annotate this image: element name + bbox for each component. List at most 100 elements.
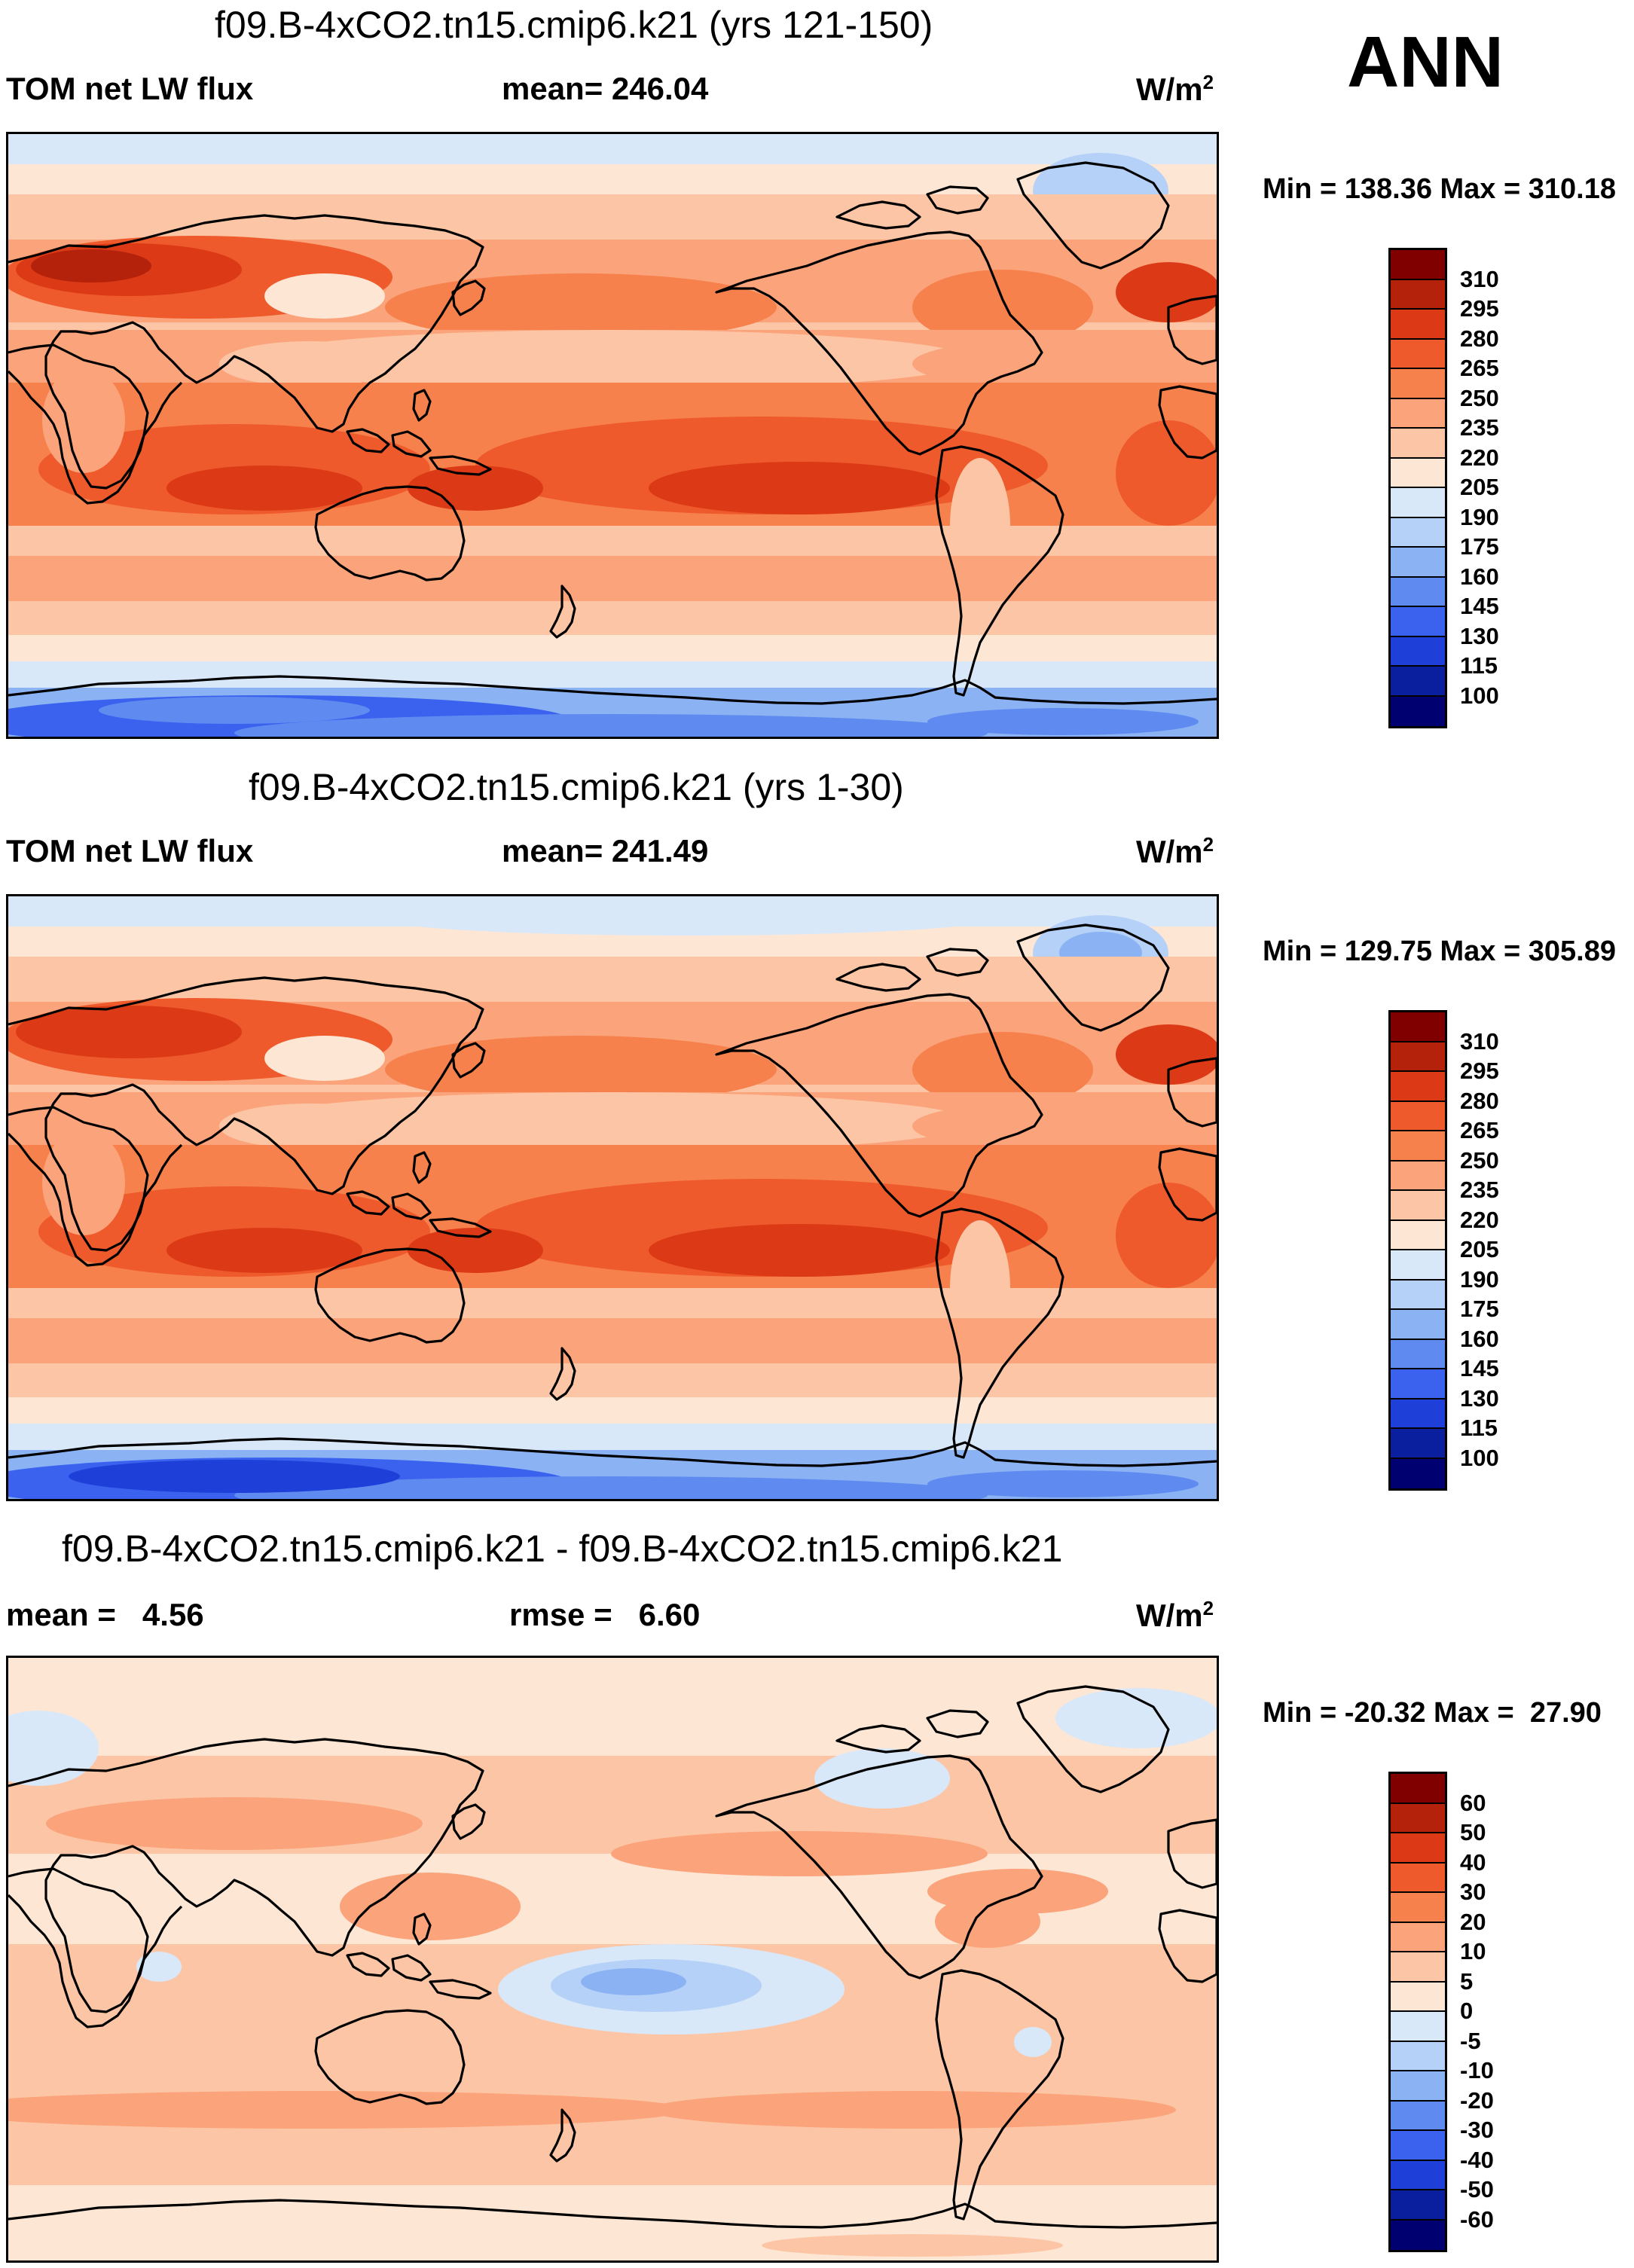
colorbar-box [1391, 1310, 1445, 1340]
colorbar-box [1391, 667, 1445, 697]
colorbar-box [1391, 1072, 1445, 1102]
colorbar-box [1391, 636, 1445, 667]
field-blob [1014, 2027, 1052, 2057]
colorbar-tick-label: -10 [1460, 2057, 1494, 2083]
colorbar-tick-label: 145 [1460, 1355, 1499, 1381]
colorbar-box [1391, 2101, 1445, 2131]
panel-2-minmax: Min = 129.75 Max = 305.89 [1263, 936, 1616, 967]
colorbar-tick-label: 40 [1460, 1848, 1486, 1876]
colorbar-box [1391, 250, 1445, 280]
coastline [835, 963, 921, 992]
colorbar-tick-label: 100 [1460, 682, 1499, 709]
field-band [8, 1424, 1217, 1450]
panel-1-variable-label: TOM net LW flux [6, 71, 254, 106]
colorbar-box [1391, 548, 1445, 578]
field-blob [219, 1103, 400, 1149]
colorbar-tick-label: 280 [1460, 1087, 1499, 1114]
coastlines [8, 161, 1217, 705]
field-band [8, 2215, 1217, 2260]
panel-2-title: f09.B-4xCO2.tn15.cmip6.k21 (yrs 1-30) [249, 766, 904, 808]
coastline [346, 428, 390, 453]
colorbar-box [1391, 1922, 1445, 1952]
panel-3-rmse-label: rmse = 6.60 [509, 1597, 701, 1632]
colorbar-tick-label: 5 [1460, 1967, 1474, 1995]
colorbar-box [1391, 1893, 1445, 1923]
coastline [451, 1803, 486, 1840]
colorbar-tick-label: -30 [1460, 2117, 1494, 2143]
colorbar-box [1391, 577, 1445, 607]
coastline [412, 1912, 432, 1946]
panel-1-map-svg [8, 134, 1217, 737]
coastline [391, 1954, 432, 1982]
coastline [549, 1347, 576, 1401]
field-blob [385, 902, 988, 936]
colorbar-tick-label: 160 [1460, 563, 1499, 590]
colorbar-box [1391, 310, 1445, 340]
arctic-band [8, 134, 1217, 164]
colorbar-tick-label: -60 [1460, 2205, 1494, 2233]
colorbar-tick-label: 310 [1460, 1027, 1499, 1055]
field-band [8, 635, 1217, 661]
colorbar-box [1391, 1101, 1445, 1131]
colorbar-tick-label: 205 [1460, 474, 1499, 500]
colorbar-box [1391, 2071, 1445, 2102]
colorbar-tick-label: 175 [1460, 533, 1499, 560]
panel-1-minmax: Min = 138.36 Max = 310.18 [1263, 173, 1616, 205]
coastline [1167, 1818, 1217, 1889]
field-blob [1055, 1688, 1217, 1748]
colorbar-tick-label: 175 [1460, 1296, 1499, 1322]
panel-3-title: f09.B-4xCO2.tn15.cmip6.k21 - f09.B-4xCO2… [62, 1528, 1063, 1570]
africa-land [42, 368, 125, 473]
colorbar-box [1391, 1774, 1445, 1804]
colorbar-tick-label: 20 [1460, 1908, 1486, 1935]
field-blob [1116, 262, 1217, 322]
colorbar-box [1391, 1399, 1445, 1429]
coastline [8, 343, 149, 505]
colorbar-box [1391, 2131, 1445, 2161]
season-label: ANN [1347, 22, 1504, 102]
colorbar-tick-label: 295 [1460, 295, 1499, 322]
tibet-cold [264, 1036, 385, 1081]
field-blob [408, 1228, 543, 1273]
coastline [346, 1190, 390, 1216]
colorbar-box [1391, 2220, 1445, 2250]
colorbar-box [1391, 1191, 1445, 1221]
field-blob [136, 1952, 182, 1982]
panel-1-title: f09.B-4xCO2.tn15.cmip6.k21 (yrs 121-150) [215, 4, 933, 46]
coastline [549, 585, 576, 639]
coastline [451, 279, 486, 316]
colorbar-box [1391, 1131, 1445, 1161]
coastline [1158, 1147, 1217, 1222]
panel-2-map-svg [8, 896, 1217, 1499]
colorbar-box [1391, 429, 1445, 459]
colorbar-tick-label: -20 [1460, 2086, 1494, 2114]
coastline [8, 1867, 149, 2028]
field-blob [762, 2234, 1063, 2257]
field-blob [935, 1895, 1040, 1948]
coastline [926, 185, 989, 215]
colorbar-box [1391, 398, 1445, 429]
colorbar-box [1391, 2041, 1445, 2071]
colorbar-tick-label: 0 [1460, 1998, 1474, 2024]
colorbar-tick-label: 235 [1460, 414, 1499, 441]
field-band [8, 957, 1217, 1002]
field-band [8, 661, 1217, 688]
panel-3-colorbar [1388, 1772, 1447, 2252]
field-blob [31, 249, 151, 282]
panel-2-colorbar [1388, 1010, 1447, 1491]
field-band [8, 601, 1217, 635]
panel-2-variable-label: TOM net LW flux [6, 833, 254, 868]
panel-3-minmax: Min = -20.32 Max = 27.90 [1263, 1697, 1602, 1729]
panel-3-map-svg [8, 1658, 1217, 2260]
field-blob [912, 270, 1093, 345]
field-blob [219, 341, 400, 386]
coastline [429, 455, 492, 476]
coastline [1016, 923, 1170, 1032]
colorbar-tick-label: 130 [1460, 1384, 1499, 1412]
field-blob [912, 1103, 1138, 1149]
field-band [8, 194, 1217, 240]
coastline [391, 1192, 432, 1220]
field-blob [99, 697, 370, 724]
itcz-band [249, 330, 973, 390]
coastline [1158, 385, 1217, 459]
